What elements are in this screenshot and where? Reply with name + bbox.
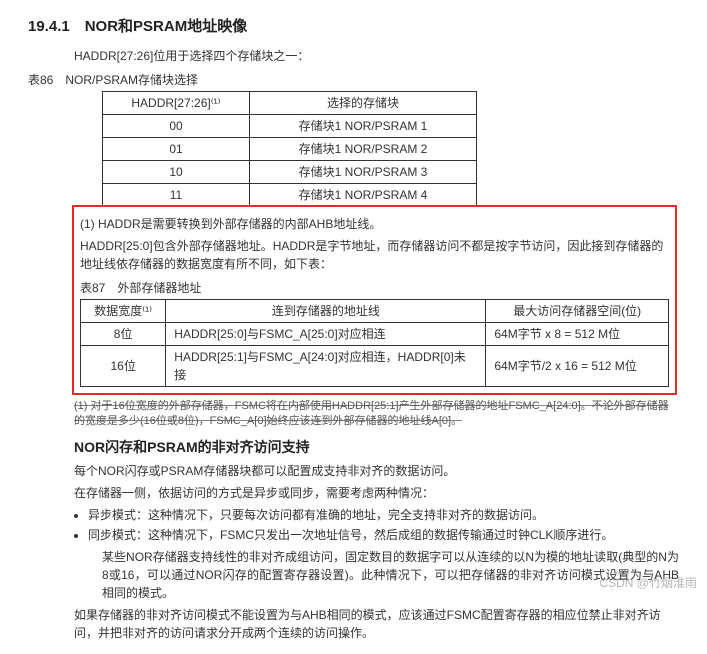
table-86: HADDR[27:26]⁽¹⁾选择的存储块00存储块1 NOR/PSRAM 10… (102, 91, 477, 207)
table-row: 16位HADDR[25:1]与FSMC_A[24:0]对应相连，HADDR[0]… (81, 345, 669, 386)
note-1: (1) HADDR是需要转换到外部存储器的内部AHB地址线。 (80, 215, 669, 233)
table87-caption: 表87 外部存储器地址 (80, 279, 669, 297)
sub-paragraph: 某些NOR存储器支持线性的非对齐成组访问，固定数目的数据字可以从连续的以N为模的… (102, 548, 679, 602)
table-cell: 64M字节 x 8 = 512 M位 (486, 322, 669, 345)
table-row: 00存储块1 NOR/PSRAM 1 (103, 114, 477, 137)
strikethrough-note: (1) 对于16位宽度的外部存储器，FSMC将在内部使用HADDR[25:1]产… (74, 399, 677, 430)
table-row: 01存储块1 NOR/PSRAM 2 (103, 137, 477, 160)
table86-caption: 表86 NOR/PSRAM存储块选择 (28, 71, 679, 89)
table-cell: 存储块1 NOR/PSRAM 3 (250, 160, 477, 183)
table-cell: 11 (103, 183, 250, 206)
bullet-list: 异步模式：这种情况下，只要每次访问都有准确的地址，完全支持非对齐的数据访问。 同… (88, 506, 679, 544)
table-cell: HADDR[25:0]与FSMC_A[25:0]对应相连 (166, 322, 486, 345)
table-cell: 8位 (81, 322, 166, 345)
table-row: 11存储块1 NOR/PSRAM 4 (103, 183, 477, 206)
highlighted-note-box: (1) HADDR是需要转换到外部存储器的内部AHB地址线。 HADDR[25:… (72, 205, 677, 395)
para-1: 每个NOR闪存或PSRAM存储器块都可以配置成支持非对齐的数据访问。 (74, 462, 679, 480)
table-87: 数据宽度⁽¹⁾连到存储器的地址线最大访问存储器空间(位)8位HADDR[25:0… (80, 299, 669, 387)
table-row: 10存储块1 NOR/PSRAM 3 (103, 160, 477, 183)
table-cell: 64M字节/2 x 16 = 512 M位 (486, 345, 669, 386)
para-2: 在存储器一侧，依据访问的方式是异步或同步，需要考虑两种情况： (74, 484, 679, 502)
intro-text: HADDR[27:26]位用于选择四个存储块之一： (74, 47, 679, 65)
table-header: HADDR[27:26]⁽¹⁾ (103, 91, 250, 114)
table-header: 选择的存储块 (250, 91, 477, 114)
list-item: 同步模式：这种情况下，FSMC只发出一次地址信号，然后成组的数据传输通过时钟CL… (88, 526, 679, 544)
para-3: 如果存储器的非对齐访问模式不能设置为与AHB相同的模式，应该通过FSMC配置寄存… (74, 606, 679, 642)
table-cell: HADDR[25:1]与FSMC_A[24:0]对应相连，HADDR[0]未接 (166, 345, 486, 386)
sub-heading: NOR闪存和PSRAM的非对齐访问支持 (74, 437, 679, 458)
table-cell: 存储块1 NOR/PSRAM 1 (250, 114, 477, 137)
list-item: 异步模式：这种情况下，只要每次访问都有准确的地址，完全支持非对齐的数据访问。 (88, 506, 679, 524)
table-cell: 存储块1 NOR/PSRAM 4 (250, 183, 477, 206)
table-header: 最大访问存储器空间(位) (486, 299, 669, 322)
table-header: 数据宽度⁽¹⁾ (81, 299, 166, 322)
table-cell: 存储块1 NOR/PSRAM 2 (250, 137, 477, 160)
table-cell: 00 (103, 114, 250, 137)
table-cell: 16位 (81, 345, 166, 386)
table-header: 连到存储器的地址线 (166, 299, 486, 322)
table-cell: 01 (103, 137, 250, 160)
section-heading: 19.4.1 NOR和PSRAM地址映像 (28, 16, 679, 39)
note-2: HADDR[25:0]包含外部存储器地址。HADDR是字节地址，而存储器访问不都… (80, 237, 669, 273)
table-cell: 10 (103, 160, 250, 183)
table-row: 8位HADDR[25:0]与FSMC_A[25:0]对应相连64M字节 x 8 … (81, 322, 669, 345)
